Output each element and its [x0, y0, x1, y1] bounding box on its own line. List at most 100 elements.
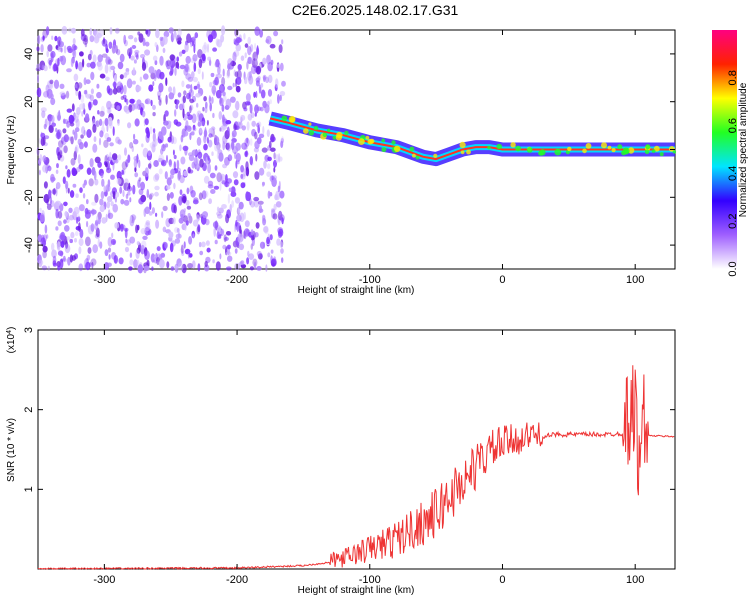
noise-speckle — [182, 108, 185, 119]
noise-speckle — [96, 61, 102, 67]
noise-speckle — [79, 228, 84, 239]
noise-speckle — [240, 114, 246, 121]
noise-speckle — [236, 214, 242, 222]
spectrogram-noise-region — [35, 25, 286, 274]
noise-speckle — [107, 209, 111, 219]
noise-speckle — [258, 133, 265, 139]
noise-speckle — [55, 182, 61, 190]
noise-speckle — [255, 153, 258, 162]
noise-speckle — [213, 227, 216, 237]
noise-speckle — [192, 233, 195, 239]
noise-speckle — [258, 167, 265, 176]
noise-speckle — [161, 211, 164, 219]
noise-speckle — [226, 178, 232, 184]
noise-speckle — [83, 129, 86, 136]
noise-speckle — [114, 222, 120, 229]
noise-speckle — [160, 159, 167, 167]
noise-speckle — [221, 117, 227, 127]
noise-speckle — [82, 37, 89, 45]
noise-speckle — [102, 121, 105, 127]
noise-speckle — [247, 71, 252, 81]
noise-speckle — [228, 187, 232, 192]
noise-speckle — [279, 94, 282, 102]
colorbar-tick-label: 0.8 — [727, 70, 739, 85]
noise-speckle — [73, 150, 78, 161]
colorbar-ticks: 0.0 0.2 0.4 0.6 0.8 — [727, 70, 739, 276]
y-tick-label: 2 — [23, 407, 35, 413]
noise-speckle — [63, 145, 68, 154]
noise-speckle — [110, 174, 115, 180]
noise-speckle — [118, 257, 124, 265]
noise-speckle — [109, 65, 112, 73]
noise-speckle — [227, 154, 233, 162]
noise-speckle — [178, 51, 183, 57]
noise-speckle — [276, 238, 281, 246]
noise-speckle — [220, 228, 225, 237]
noise-speckle — [54, 35, 58, 42]
noise-speckle — [162, 35, 168, 45]
noise-speckle — [43, 135, 46, 146]
noise-speckle — [132, 67, 136, 75]
noise-speckle — [67, 256, 71, 266]
noise-speckle — [217, 66, 221, 75]
noise-speckle — [164, 242, 168, 249]
noise-speckle — [201, 241, 206, 248]
noise-speckle — [58, 110, 61, 119]
noise-speckle — [96, 91, 102, 99]
noise-speckle — [237, 63, 242, 71]
noise-speckle — [244, 76, 248, 85]
noise-speckle — [41, 265, 48, 271]
noise-speckle — [249, 266, 254, 271]
noise-speckle — [187, 76, 194, 82]
signal-blob — [624, 149, 629, 154]
noise-speckle — [55, 200, 61, 206]
noise-speckle — [123, 199, 130, 206]
noise-speckle — [144, 118, 149, 126]
noise-speckle — [269, 140, 272, 149]
noise-speckle — [75, 216, 79, 224]
noise-speckle — [234, 71, 239, 78]
noise-speckle — [125, 193, 129, 200]
signal-blob — [526, 147, 533, 153]
noise-speckle — [260, 83, 264, 88]
noise-speckle — [207, 56, 212, 61]
noise-speckle — [107, 212, 114, 219]
noise-speckle — [149, 126, 153, 135]
noise-speckle — [244, 43, 249, 48]
noise-speckle — [193, 62, 197, 72]
noise-speckle — [70, 231, 75, 239]
noise-speckle — [278, 153, 281, 163]
noise-speckle — [225, 142, 230, 150]
noise-speckle — [158, 99, 162, 106]
noise-speckle — [40, 237, 46, 247]
noise-speckle — [86, 220, 89, 228]
noise-speckle — [99, 205, 105, 213]
noise-speckle — [165, 94, 168, 105]
noise-speckle — [182, 195, 187, 203]
signal-blob — [365, 135, 370, 140]
noise-speckle — [207, 163, 212, 174]
noise-speckle — [257, 124, 261, 134]
noise-speckle — [74, 144, 79, 154]
noise-speckle — [136, 247, 141, 254]
noise-speckle — [104, 63, 109, 74]
noise-speckle — [232, 110, 239, 119]
noise-speckle — [253, 196, 260, 202]
noise-speckle — [202, 106, 205, 112]
noise-speckle — [92, 244, 98, 254]
noise-speckle — [123, 105, 129, 110]
signal-blob — [627, 147, 635, 154]
noise-speckle — [74, 231, 79, 237]
noise-speckle — [173, 161, 176, 171]
noise-speckle — [186, 205, 192, 210]
noise-speckle — [90, 88, 94, 95]
noise-speckle — [185, 199, 190, 206]
noise-speckle — [262, 181, 265, 186]
noise-speckle — [185, 55, 191, 64]
noise-speckle — [61, 137, 65, 145]
noise-speckle — [214, 136, 220, 146]
noise-speckle — [247, 250, 250, 257]
noise-speckle — [89, 27, 93, 36]
noise-speckle — [181, 80, 185, 88]
noise-speckle — [138, 33, 144, 43]
